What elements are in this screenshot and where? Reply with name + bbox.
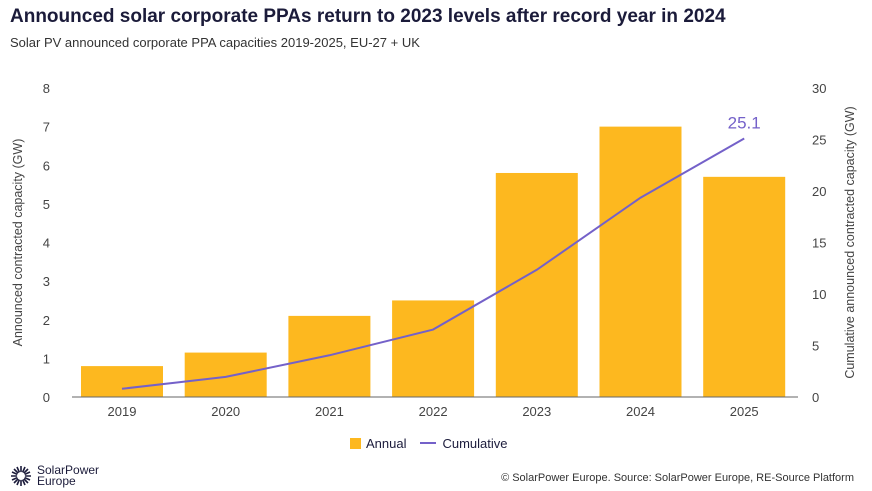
bar-annual-2023 bbox=[495, 172, 578, 397]
chart-subtitle: Solar PV announced corporate PPA capacit… bbox=[10, 35, 420, 50]
bar-annual-2019 bbox=[81, 366, 163, 397]
legend-annual: Annual bbox=[350, 436, 406, 451]
bar-annual-2020 bbox=[184, 352, 267, 397]
y-tick-label: 1 bbox=[43, 351, 50, 366]
y-tick-label: 3 bbox=[43, 274, 50, 289]
cumulative-data-label: 25.1 bbox=[728, 113, 761, 132]
y-tick-label: 2 bbox=[43, 313, 50, 328]
y-axis-label: Announced contracted capacity (GW) bbox=[11, 139, 25, 347]
y2-tick-label: 20 bbox=[812, 184, 826, 199]
x-tick-label: 2019 bbox=[108, 404, 137, 419]
y-tick-label: 5 bbox=[43, 197, 50, 212]
y-tick-label: 0 bbox=[43, 390, 50, 405]
x-tick-label: 2025 bbox=[730, 404, 759, 419]
chart-title: Announced solar corporate PPAs return to… bbox=[10, 6, 726, 27]
bar-annual-2021 bbox=[288, 315, 371, 397]
sun-icon bbox=[11, 466, 31, 486]
x-tick-label: 2020 bbox=[211, 404, 240, 419]
y2-tick-label: 0 bbox=[812, 390, 819, 405]
bar-annual-2022 bbox=[392, 300, 475, 397]
y2-tick-label: 10 bbox=[812, 287, 826, 302]
solarpower-europe-logo: SolarPower Europe bbox=[10, 464, 117, 487]
y-tick-label: 4 bbox=[43, 236, 50, 251]
legend-cumulative: Cumulative bbox=[420, 436, 508, 451]
y-tick-label: 8 bbox=[43, 81, 50, 96]
y2-tick-label: 5 bbox=[812, 339, 819, 354]
y2-tick-label: 15 bbox=[812, 236, 826, 251]
y2-tick-label: 30 bbox=[812, 81, 826, 96]
x-tick-label: 2024 bbox=[626, 404, 655, 419]
y2-axis-label: Cumulative announced contracted capacity… bbox=[843, 106, 857, 378]
source-note: © SolarPower Europe. Source: SolarPower … bbox=[501, 472, 854, 484]
bar-annual-2025 bbox=[703, 176, 786, 397]
legend: Annual Cumulative bbox=[350, 436, 508, 451]
x-tick-label: 2021 bbox=[315, 404, 344, 419]
bar-annual-2024 bbox=[599, 126, 682, 397]
x-tick-label: 2022 bbox=[419, 404, 448, 419]
y-tick-label: 6 bbox=[43, 158, 50, 173]
y2-tick-label: 25 bbox=[812, 133, 826, 148]
x-tick-label: 2023 bbox=[522, 404, 551, 419]
y-tick-label: 7 bbox=[43, 120, 50, 135]
